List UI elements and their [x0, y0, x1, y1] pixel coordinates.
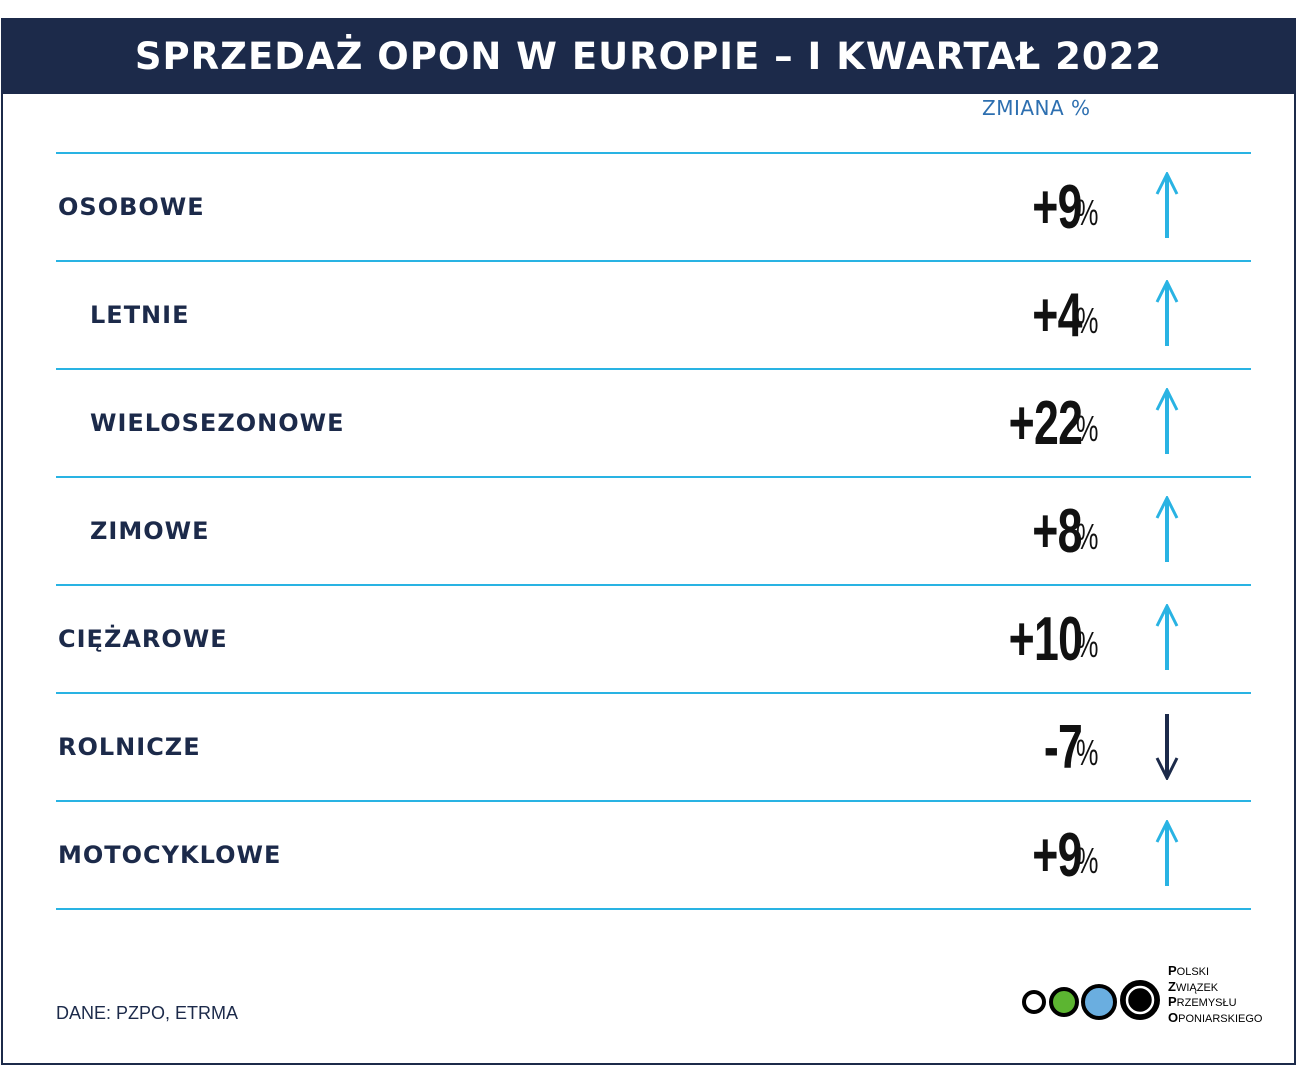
arrow-up-icon — [1155, 496, 1179, 562]
logo-wordmark: POLSKI ZWIĄZEK PRZEMYSŁU OPONIARSKIEGO — [1168, 963, 1263, 1026]
change-value: -7% — [1029, 694, 1108, 800]
percent-sign: % — [1075, 624, 1099, 665]
logo-line: POLSKI — [1168, 963, 1210, 978]
table-row: MOTOCYKLOWE +9% — [56, 800, 1251, 910]
row-label: ZIMOWE — [90, 517, 210, 545]
column-header: ZMIANA % — [982, 96, 1091, 120]
table-row: ZIMOWE +8% — [56, 476, 1251, 584]
change-value: +8% — [1013, 478, 1108, 584]
change-number: +22 — [1008, 388, 1082, 458]
arrow-up-icon — [1155, 280, 1179, 346]
change-number: -7 — [1043, 712, 1083, 782]
table-row: WIELOSEZONOWE +22% — [56, 368, 1251, 476]
table-row: OSOBOWE +9% — [56, 152, 1251, 260]
arrow-up-icon — [1155, 388, 1179, 454]
row-label: CIĘŻAROWE — [58, 625, 228, 653]
table-row: ROLNICZE -7% — [56, 692, 1251, 800]
percent-sign: % — [1075, 300, 1099, 341]
table-row: LETNIE +4% — [56, 260, 1251, 368]
logo-line: OPONIARSKIEGO — [1168, 1009, 1263, 1025]
logo-line: ZWIĄZEK — [1168, 978, 1219, 994]
change-value: +4% — [1013, 262, 1108, 368]
change-number: +4 — [1032, 280, 1083, 350]
change-number: +9 — [1032, 172, 1083, 242]
row-label: WIELOSEZONOWE — [90, 409, 345, 437]
row-label: ROLNICZE — [58, 733, 201, 761]
pzpo-logo-circles-icon — [1022, 980, 1160, 1020]
change-value: +9% — [1013, 802, 1108, 908]
arrow-up-icon — [1155, 172, 1179, 238]
table-row: CIĘŻAROWE +10% — [56, 584, 1251, 692]
row-label: LETNIE — [90, 301, 190, 329]
row-label: OSOBOWE — [58, 193, 205, 221]
arrow-up-icon — [1155, 604, 1179, 670]
infographic-frame: SPRZEDAŻ OPON W EUROPIE – I KWARTAŁ 2022 — [1, 18, 1296, 1065]
row-label: MOTOCYKLOWE — [58, 841, 282, 869]
change-number: +8 — [1032, 496, 1083, 566]
logo-line: PRZEMYSŁU — [1168, 994, 1237, 1009]
percent-sign: % — [1075, 840, 1099, 881]
change-number: +9 — [1032, 820, 1083, 890]
percent-sign: % — [1075, 732, 1099, 773]
page-title: SPRZEDAŻ OPON W EUROPIE – I KWARTAŁ 2022 — [134, 34, 1163, 78]
data-source: DANE: PZPO, ETRMA — [56, 1003, 239, 1023]
change-value: +9% — [1013, 154, 1108, 260]
change-value: +22% — [980, 370, 1108, 476]
title-banner: SPRZEDAŻ OPON W EUROPIE – I KWARTAŁ 2022 — [3, 20, 1294, 94]
change-table: OSOBOWE +9% LETNIE +4% WIELOSEZONOWE +22% ZIMO… — [56, 152, 1251, 910]
change-number: +10 — [1008, 604, 1082, 674]
percent-sign: % — [1075, 408, 1099, 449]
percent-sign: % — [1075, 192, 1099, 233]
arrow-down-icon — [1155, 714, 1179, 780]
pzpo-logo: POLSKI ZWIĄZEK PRZEMYSŁU OPONIARSKIEGO — [1020, 962, 1263, 1026]
change-value: +10% — [980, 586, 1108, 692]
percent-sign: % — [1075, 516, 1099, 557]
arrow-up-icon — [1155, 820, 1179, 886]
